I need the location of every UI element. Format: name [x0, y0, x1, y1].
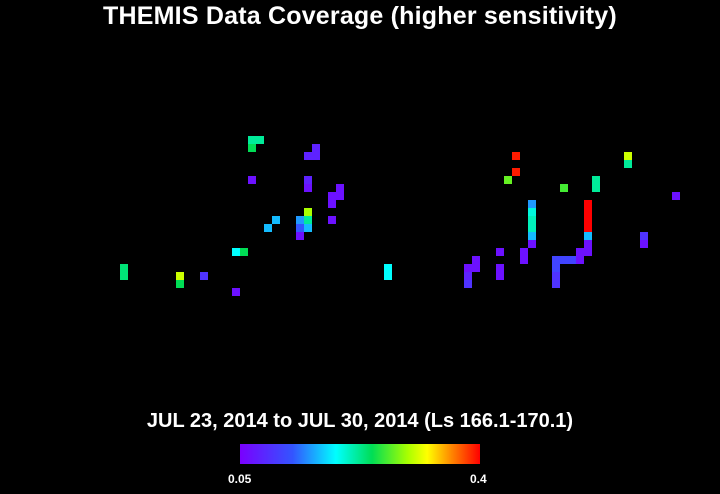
coverage-cell: [640, 240, 648, 248]
coverage-cell: [576, 256, 584, 264]
coverage-cell: [384, 264, 392, 272]
coverage-cell: [584, 216, 592, 224]
coverage-cell: [464, 264, 472, 272]
coverage-cell: [312, 152, 320, 160]
coverage-cell: [584, 240, 592, 248]
coverage-cell: [520, 248, 528, 256]
coverage-cell: [584, 248, 592, 256]
coverage-cell: [624, 160, 632, 168]
coverage-cell: [120, 272, 128, 280]
coverage-cell: [528, 200, 536, 208]
coverage-cell: [328, 216, 336, 224]
colorbar: [240, 444, 480, 464]
coverage-cell: [560, 256, 568, 264]
coverage-cell: [592, 176, 600, 184]
coverage-cell: [584, 200, 592, 208]
coverage-cells: [120, 136, 680, 296]
coverage-cell: [272, 216, 280, 224]
coverage-cell: [552, 272, 560, 280]
date-range-subtitle: JUL 23, 2014 to JUL 30, 2014 (Ls 166.1-1…: [146, 410, 574, 432]
coverage-cell: [528, 240, 536, 248]
coverage-cell: [232, 248, 240, 256]
coverage-cell: [520, 256, 528, 264]
coverage-cell: [176, 272, 184, 280]
coverage-cell: [560, 184, 568, 192]
chart-title: THEMIS Data Coverage (higher sensitivity…: [103, 2, 617, 30]
coverage-cell: [256, 136, 264, 144]
coverage-cell: [576, 248, 584, 256]
coverage-cell: [464, 272, 472, 280]
coverage-cell: [304, 176, 312, 184]
coverage-cell: [304, 224, 312, 232]
coverage-cell: [472, 264, 480, 272]
coverage-cell: [496, 272, 504, 280]
coverage-cell: [304, 184, 312, 192]
colorbar-max-label: 0.4: [470, 472, 487, 486]
colorbar-min-label: 0.05: [228, 472, 252, 486]
coverage-cell: [120, 264, 128, 272]
coverage-cell: [384, 272, 392, 280]
coverage-cell: [496, 264, 504, 272]
coverage-cell: [296, 224, 304, 232]
coverage-cell: [304, 208, 312, 216]
coverage-cell: [568, 256, 576, 264]
coverage-cell: [336, 192, 344, 200]
coverage-cell: [552, 264, 560, 272]
coverage-cell: [296, 216, 304, 224]
coverage-cell: [248, 176, 256, 184]
coverage-cell: [512, 152, 520, 160]
coverage-cell: [672, 192, 680, 200]
coverage-cell: [592, 184, 600, 192]
coverage-cell: [528, 208, 536, 216]
coverage-cell: [232, 288, 240, 296]
coverage-cell: [528, 216, 536, 224]
coverage-cell: [552, 256, 560, 264]
coverage-cell: [248, 136, 256, 144]
coverage-cell: [248, 144, 256, 152]
coverage-cell: [328, 200, 336, 208]
coverage-cell: [328, 192, 336, 200]
coverage-cell: [176, 280, 184, 288]
coverage-cell: [584, 232, 592, 240]
coverage-cell: [464, 280, 472, 288]
coverage-cell: [200, 272, 208, 280]
coverage-cell: [312, 144, 320, 152]
coverage-cell: [584, 208, 592, 216]
coverage-cell: [304, 216, 312, 224]
coverage-cell: [624, 152, 632, 160]
coverage-cell: [512, 168, 520, 176]
coverage-cell: [472, 256, 480, 264]
coverage-cell: [584, 224, 592, 232]
coverage-cell: [552, 280, 560, 288]
coverage-cell: [264, 224, 272, 232]
coverage-cell: [336, 184, 344, 192]
coverage-cell: [496, 248, 504, 256]
coverage-cell: [640, 232, 648, 240]
coverage-cell: [296, 232, 304, 240]
coverage-cell: [504, 176, 512, 184]
coverage-cell: [304, 152, 312, 160]
coverage-cell: [528, 232, 536, 240]
coverage-cell: [528, 224, 536, 232]
coverage-cell: [240, 248, 248, 256]
